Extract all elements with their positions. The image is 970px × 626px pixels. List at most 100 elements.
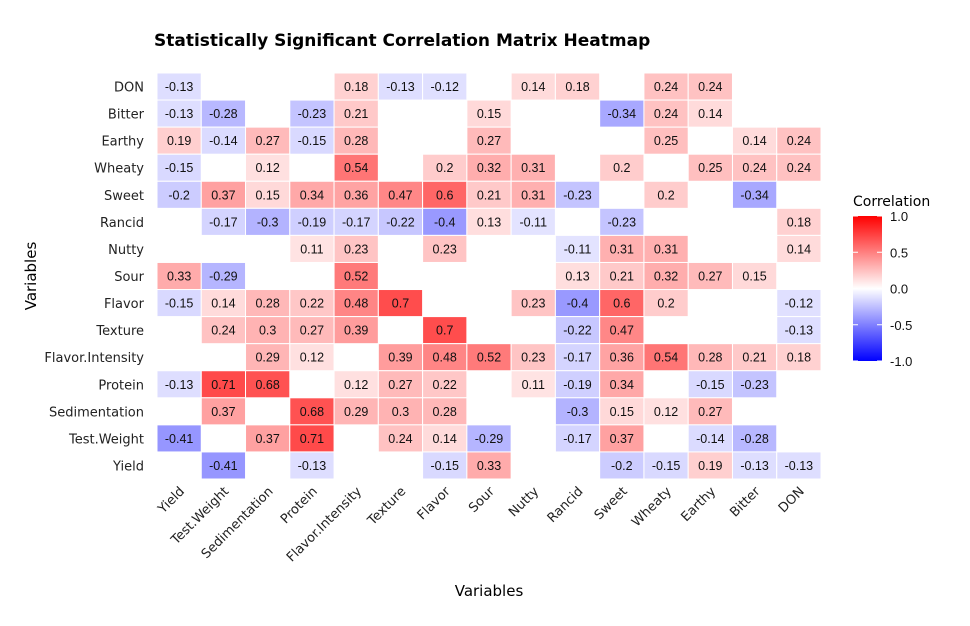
cell-value-label: -0.15: [165, 161, 194, 175]
heatmap-cell: [554, 424, 601, 453]
cell-value-label: 0.71: [211, 378, 235, 392]
cell-value-label: 0.24: [742, 161, 766, 175]
y-tick-label: Nutty: [108, 243, 144, 258]
heatmap-cell: [643, 289, 689, 318]
cell-value-label: 0.22: [433, 378, 457, 392]
legend-tick-label: 1.0: [890, 209, 908, 224]
cell-value-label: 0.18: [344, 80, 368, 94]
heatmap-cell: [599, 370, 645, 399]
cell-value-label: 0.23: [433, 242, 457, 256]
cell-value-label: 0.36: [344, 188, 368, 202]
heatmap-cell: [289, 451, 335, 480]
cell-value-label: -0.28: [209, 107, 238, 121]
cell-value-label: -0.12: [785, 297, 814, 311]
heatmap-cell: [333, 261, 379, 291]
heatmap-cell: [599, 99, 645, 128]
cell-value-label: 0.47: [388, 188, 412, 202]
cell-value-label: -0.11: [564, 242, 592, 256]
chart-title: Statistically Significant Correlation Ma…: [154, 31, 650, 51]
heatmap-cell: [333, 316, 379, 345]
cell-value-label: 0.36: [610, 351, 634, 365]
cell-value-label: 0.25: [654, 134, 678, 148]
y-tick-label: Sour: [114, 270, 144, 285]
cell-value-label: 0.24: [698, 80, 722, 94]
cell-value-label: 0.2: [436, 161, 453, 175]
cell-value-label: 0.48: [344, 297, 368, 311]
cell-value-label: 0.31: [654, 242, 678, 256]
y-tick-label: Test.Weight: [68, 432, 144, 447]
heatmap-cell: [200, 180, 247, 209]
heatmap-cell: [422, 72, 468, 101]
heatmap-cell: [554, 234, 601, 263]
cell-value-label: -0.41: [165, 432, 194, 446]
heatmap-cell: [776, 316, 822, 345]
heatmap-cell: [422, 316, 468, 345]
heatmap-cell: [156, 370, 202, 399]
cell-value-label: 0.32: [477, 161, 501, 175]
cell-value-label: 0.18: [787, 351, 811, 365]
y-tick-label: Texture: [95, 324, 144, 339]
cell-value-label: 0.68: [255, 378, 279, 392]
cell-value-label: 0.32: [654, 270, 678, 284]
heatmap-cell: [377, 424, 424, 453]
x-tick-label: Protein: [278, 484, 321, 527]
cell-value-label: 0.24: [654, 107, 678, 121]
cell-value-label: 0.34: [300, 188, 324, 202]
cell-value-label: 0.15: [477, 107, 501, 121]
legend-tick-label: -1.0: [890, 354, 912, 369]
heatmap-cell: [554, 316, 601, 345]
cell-value-label: 0.28: [344, 134, 368, 148]
heatmap-cell: [731, 424, 778, 453]
cell-value-label: -0.12: [430, 80, 459, 94]
heatmap-cell: [245, 316, 291, 345]
cell-value-label: 0.52: [344, 270, 368, 284]
heatmap-cell: [776, 153, 822, 182]
cell-value-label: -0.15: [652, 459, 681, 473]
y-tick-label: Yield: [112, 459, 144, 474]
legend-tick-label: 0.5: [890, 245, 908, 260]
cell-value-label: -0.34: [740, 188, 769, 202]
heatmap-cell: [245, 207, 291, 236]
cell-value-label: 0.15: [255, 188, 279, 202]
cell-value-label: -0.2: [611, 459, 633, 473]
cell-value-label: 0.6: [613, 297, 630, 311]
x-axis-title: Variables: [455, 582, 524, 600]
x-tick-label: Yield: [155, 484, 188, 517]
heatmap-cell: [599, 397, 645, 426]
cell-value-label: -0.28: [740, 432, 769, 446]
y-tick-label: Flavor: [104, 297, 145, 312]
cell-value-label: 0.6: [436, 188, 453, 202]
cell-value-label: -0.13: [165, 80, 194, 94]
heatmap-cell: [687, 99, 733, 128]
heatmap-cell: [643, 180, 689, 209]
cell-value-label: 0.27: [698, 270, 722, 284]
heatmap-cell: [422, 207, 468, 236]
heatmap-cell: [731, 180, 778, 209]
cell-value-label: 0.27: [300, 324, 324, 338]
cell-value-label: 0.33: [167, 270, 191, 284]
heatmap-cell: [643, 126, 689, 155]
cell-value-label: 0.47: [610, 324, 634, 338]
heatmap-cell: [554, 343, 601, 372]
x-tick-label: Wheaty: [629, 484, 675, 530]
heatmap-cell: [687, 397, 733, 426]
cell-value-label: -0.41: [209, 459, 238, 473]
cell-value-label: 0.24: [654, 80, 678, 94]
heatmap-cell: [599, 207, 645, 236]
heatmap-cell: [776, 451, 822, 480]
cell-value-label: 0.37: [211, 188, 235, 202]
cell-value-label: 0.13: [477, 215, 501, 229]
heatmap-cell: [422, 153, 468, 182]
legend-tick-label: -0.5: [890, 318, 912, 333]
heatmap-cell: [599, 261, 645, 291]
heatmap-cell: [510, 343, 556, 372]
heatmap-cell: [687, 424, 733, 453]
cell-value-label: -0.23: [608, 215, 637, 229]
cell-value-label: 0.54: [654, 351, 678, 365]
heatmap-cell: [599, 153, 645, 182]
cell-value-label: 0.19: [698, 459, 722, 473]
heatmap-cell: [333, 289, 379, 318]
heatmap-cell: [289, 397, 335, 426]
heatmap-cell: [599, 451, 645, 480]
heatmap-cell: [156, 289, 202, 318]
